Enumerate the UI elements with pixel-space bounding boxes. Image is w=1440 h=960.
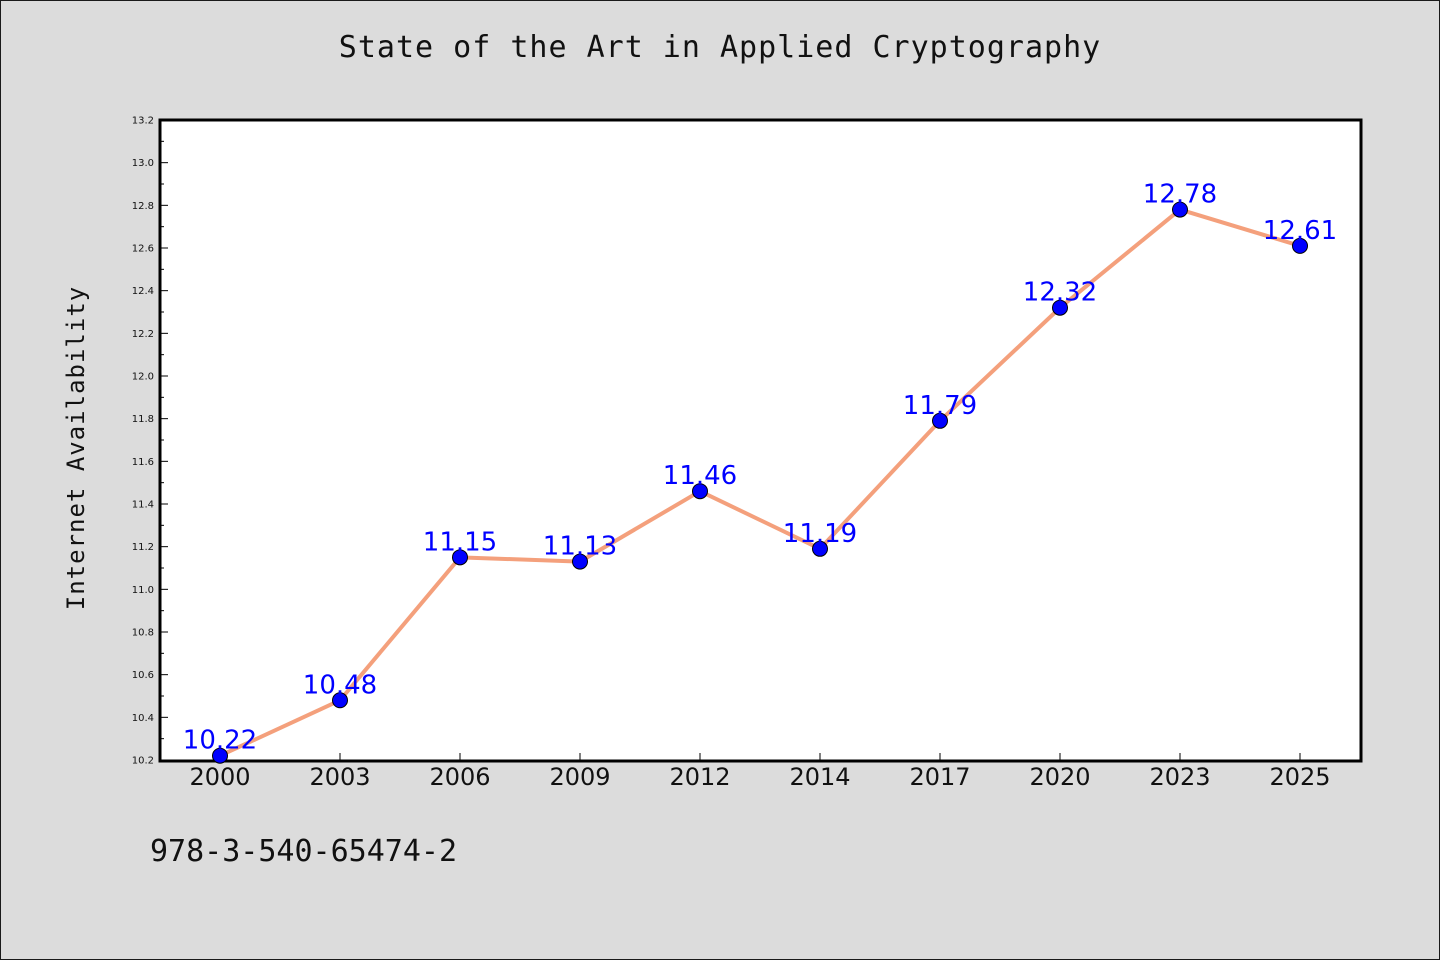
- x-tick-label: 2023: [1149, 763, 1210, 791]
- x-tick-label: 2009: [549, 763, 610, 791]
- data-label: 11.19: [783, 519, 857, 549]
- data-label: 12.61: [1263, 216, 1337, 246]
- footer-code: 978-3-540-65474-2: [150, 834, 458, 869]
- data-label: 11.79: [903, 391, 977, 421]
- data-label: 11.15: [423, 527, 497, 557]
- data-point: [812, 540, 828, 557]
- data-point: [1292, 237, 1308, 254]
- data-point: [1052, 299, 1068, 316]
- data-point: [212, 747, 228, 764]
- data-label: 10.48: [303, 670, 377, 700]
- y-tick-label: 12.2: [132, 329, 154, 340]
- x-tick-label: 2017: [909, 763, 970, 791]
- y-tick-label: 10.8: [132, 628, 154, 639]
- data-labels: 10.22 10.48 11.15 11.13 11.46 11.19 11.79 12.32…: [183, 180, 1337, 756]
- x-tick-label: 2012: [669, 763, 730, 791]
- y-tick-label: 13.0: [132, 158, 154, 169]
- y-tick-label: 11.2: [132, 542, 154, 553]
- y-tick-label: 11.0: [132, 585, 154, 596]
- chart-title: State of the Art in Applied Cryptography: [338, 30, 1102, 65]
- data-label: 12.78: [1143, 180, 1217, 210]
- series-markers: [212, 201, 1308, 764]
- x-tick-label: 2000: [189, 763, 250, 791]
- y-tick-label: 12.6: [132, 244, 154, 255]
- y-tick-label: 11.6: [132, 457, 154, 468]
- data-point: [692, 483, 708, 500]
- y-tick-label: 10.2: [132, 756, 154, 767]
- y-tick-label: 10.6: [132, 670, 154, 681]
- data-point: [452, 549, 468, 566]
- x-tick-label: 2020: [1029, 763, 1090, 791]
- data-label: 11.13: [543, 532, 617, 562]
- y-axis-ticks: 10.2 10.4 10.6 10.8 11.0 11.2 11.4 11.6 11.8 12.0…: [132, 116, 168, 767]
- data-point: [1172, 201, 1188, 218]
- x-tick-label: 2003: [309, 763, 370, 791]
- data-label: 12.32: [1023, 278, 1097, 308]
- x-tick-label: 2014: [789, 763, 850, 791]
- data-label: 10.22: [183, 726, 257, 756]
- data-point: [332, 692, 348, 709]
- data-label: 11.46: [663, 461, 737, 491]
- y-tick-label: 12.4: [132, 286, 154, 297]
- y-tick-label: 13.2: [132, 116, 154, 127]
- data-point: [932, 412, 948, 429]
- y-tick-label: 12.8: [132, 201, 154, 212]
- series-line: [219, 207, 1301, 758]
- x-axis-ticks: 2000 2003 2006 2009 2012 2014 2017 2020 2023 2025: [189, 753, 1331, 791]
- x-tick-label: 2006: [429, 763, 490, 791]
- y-tick-label: 12.0: [132, 372, 154, 383]
- x-tick-label: 2025: [1269, 763, 1330, 791]
- y-tick-label: 10.4: [132, 713, 154, 724]
- data-point: [572, 553, 588, 570]
- y-tick-label: 11.8: [132, 414, 154, 425]
- y-tick-label: 11.4: [132, 500, 154, 511]
